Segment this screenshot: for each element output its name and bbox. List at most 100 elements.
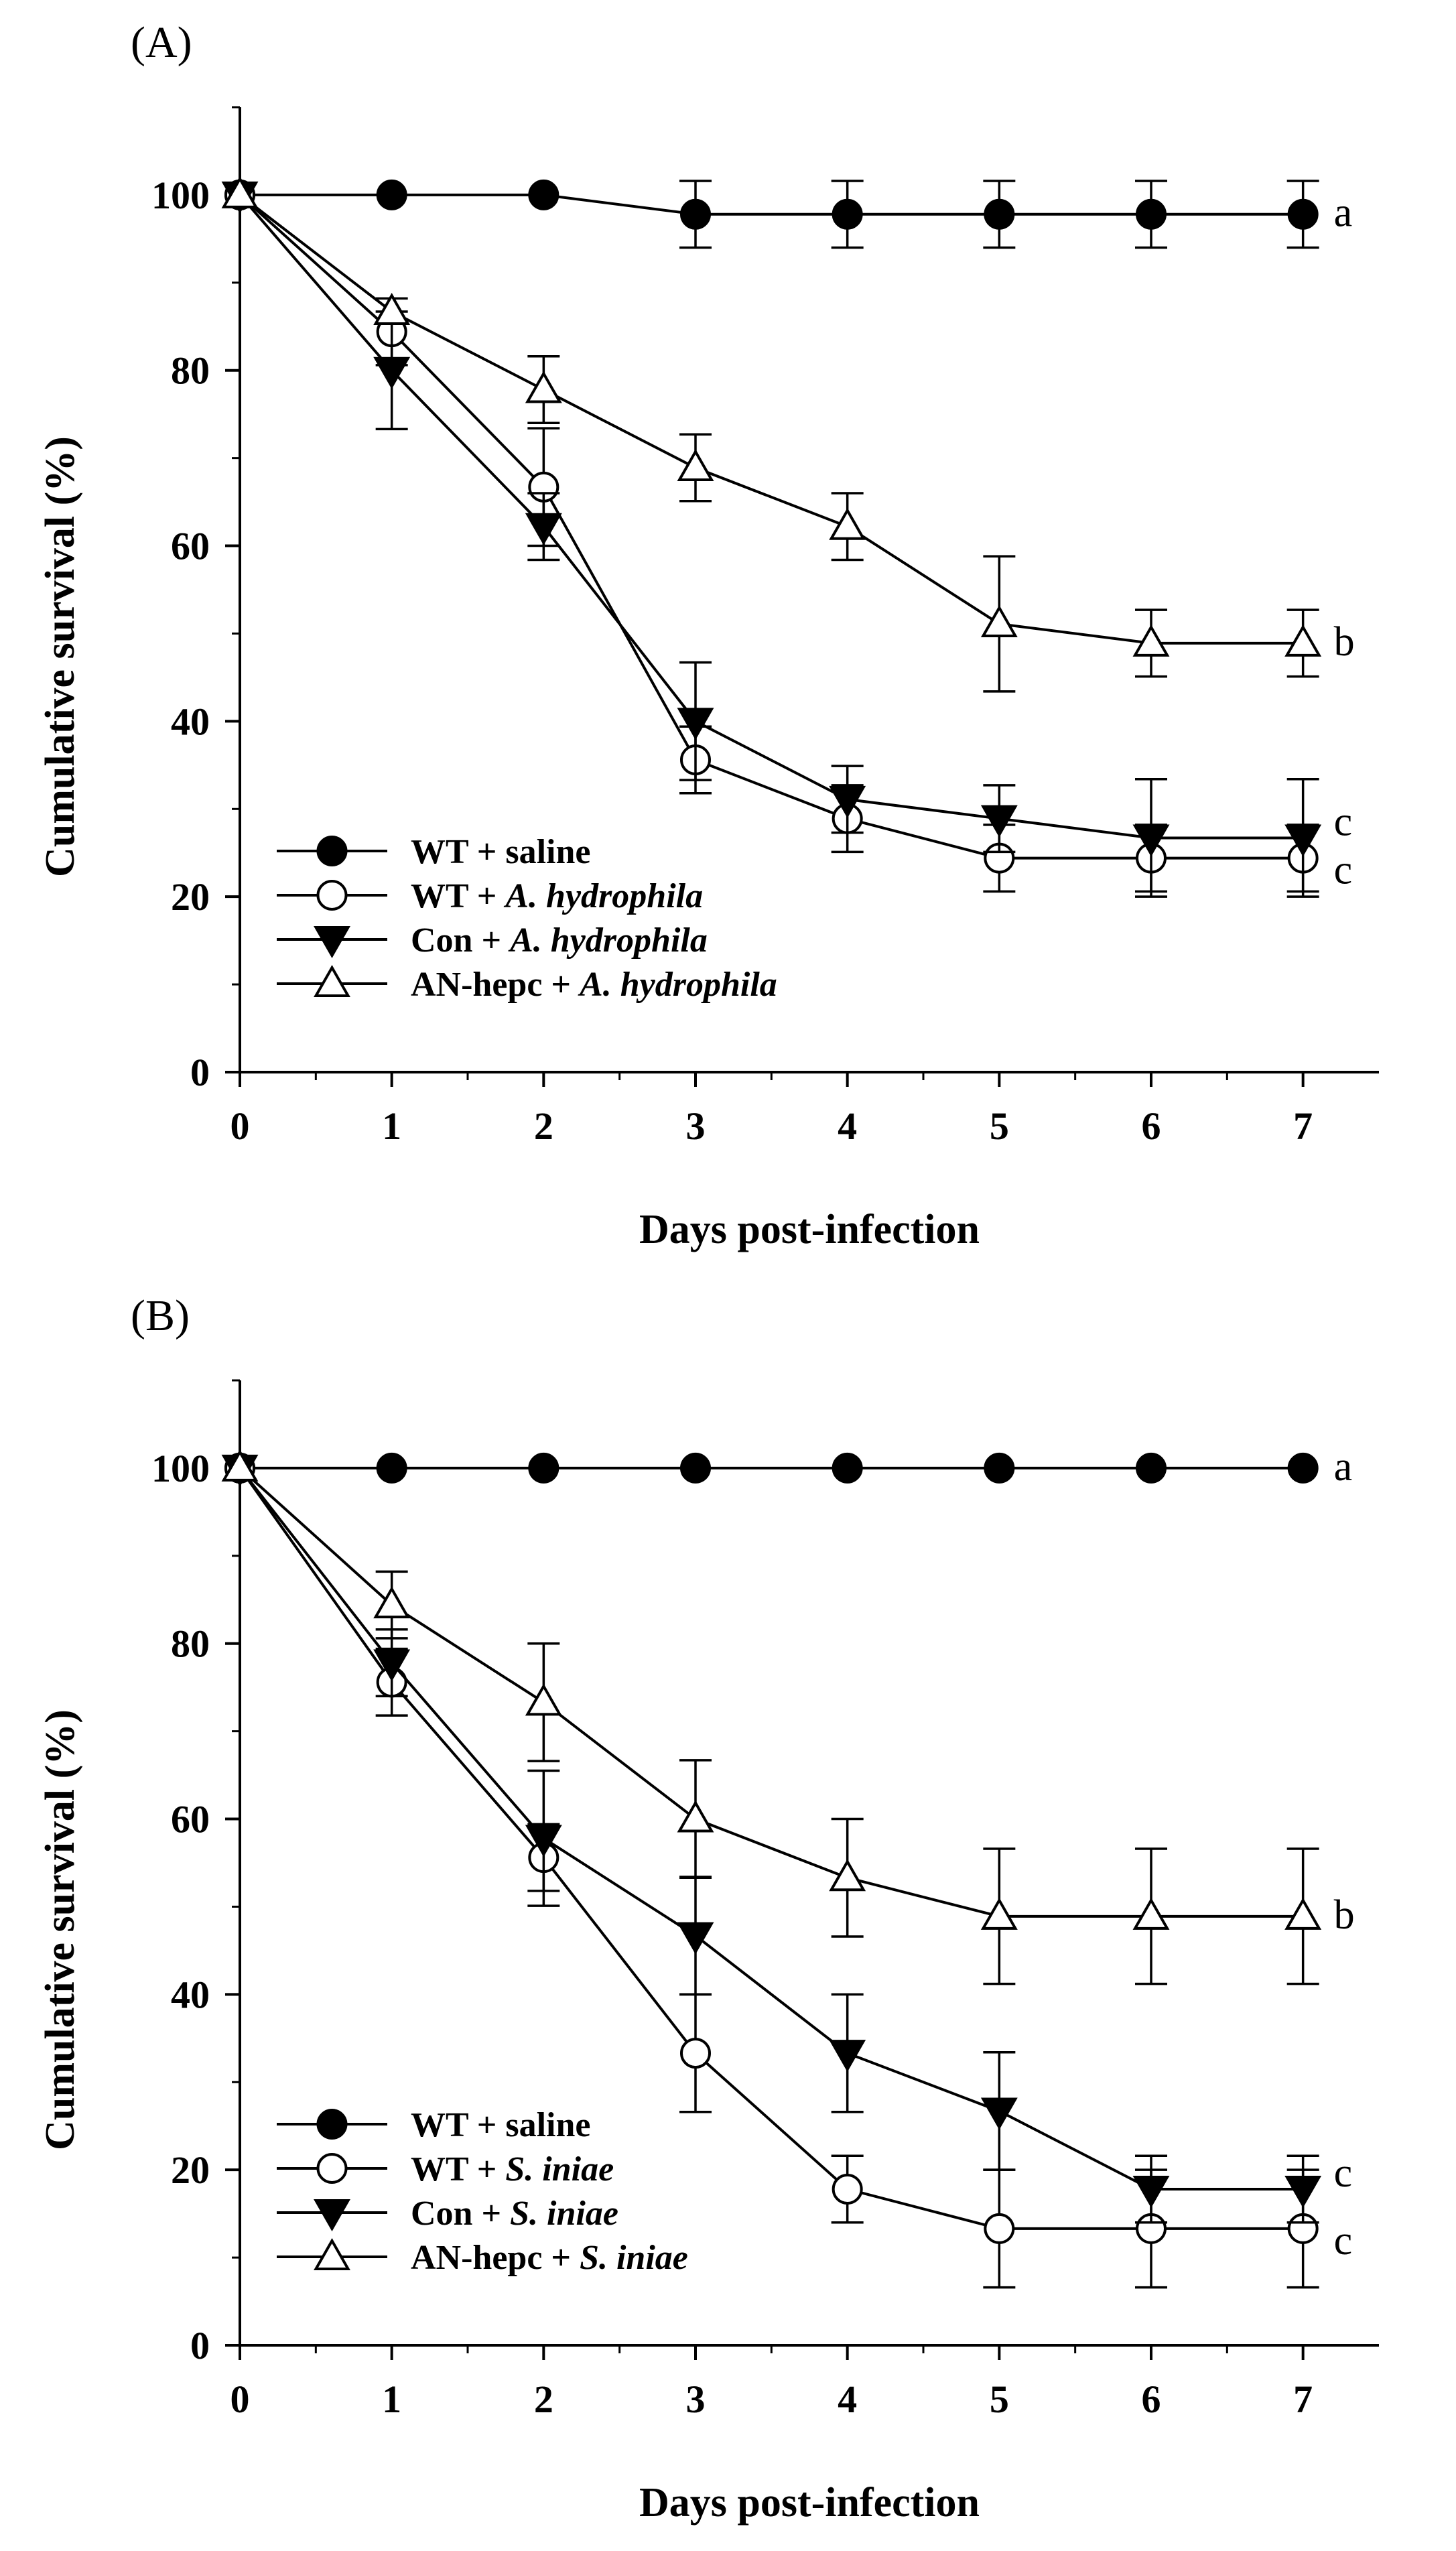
data-point: [832, 2173, 863, 2205]
y-axis-label: Cumulative survival (%): [38, 436, 83, 877]
significance-label: c: [1334, 2218, 1353, 2264]
x-tick-label: 6: [1142, 2377, 1161, 2421]
x-tick-label: 1: [382, 1104, 401, 1148]
x-tick-label: 0: [230, 2377, 250, 2421]
data-point: [528, 1452, 559, 1484]
legend-marker: [316, 2153, 348, 2184]
y-tick-label: 100: [151, 1447, 210, 1490]
significance-label: a: [1334, 190, 1353, 236]
x-axis-label: Days post-infection: [639, 1207, 980, 1252]
significance-label: c: [1334, 799, 1353, 844]
legend-item: AN-hepc + A. hydrophila: [277, 964, 777, 1004]
legend-label: WT + A. hydrophila: [411, 877, 703, 915]
x-tick-label: 2: [534, 2377, 553, 2421]
series-line: [239, 194, 1303, 645]
data-point: [1132, 1897, 1170, 1930]
x-tick-label: 5: [990, 2377, 1009, 2421]
significance-label: a: [1334, 1444, 1353, 1490]
y-tick-label: 0: [190, 1051, 210, 1094]
data-point: [373, 1649, 411, 1682]
x-tick-label: 0: [230, 1104, 250, 1148]
y-tick-label: 40: [171, 1973, 210, 2016]
data-point: [525, 1683, 562, 1716]
legend-item: WT + saline: [277, 2106, 591, 2144]
data-point: [677, 449, 714, 482]
data-point: [376, 179, 407, 210]
legend-label: Con + S. iniae: [411, 2195, 618, 2233]
legend-marker: [314, 926, 350, 959]
x-tick-label: 4: [838, 1104, 857, 1148]
series-1: a: [224, 179, 1353, 249]
legend-marker: [314, 964, 350, 997]
x-tick-label: 7: [1293, 2377, 1313, 2421]
legend-label: WT + saline: [411, 833, 591, 871]
data-point: [680, 2038, 711, 2069]
legend-item: Con + S. iniae: [277, 2195, 618, 2233]
significance-label: b: [1334, 619, 1355, 665]
x-tick-label: 2: [534, 1104, 553, 1148]
significance-label: b: [1334, 1892, 1355, 1938]
y-tick-label: 60: [171, 1798, 210, 1841]
series-line: [239, 194, 1303, 860]
data-point: [376, 1452, 407, 1484]
data-point: [1284, 1897, 1322, 1930]
series-line: [239, 1467, 1303, 2230]
y-tick-label: 60: [171, 525, 210, 568]
legend-marker: [316, 2109, 348, 2140]
series-4: b: [221, 176, 1355, 693]
y-tick-label: 100: [151, 174, 210, 217]
series-2: c: [224, 1452, 1353, 2289]
series-1: a: [224, 1444, 1353, 1490]
data-point: [980, 2097, 1018, 2130]
panel-label: (B): [131, 1291, 190, 1340]
legend: WT + saline WT + A. hydrophila Con + A. hy…: [277, 833, 777, 1004]
legend: WT + saline WT + S. iniae Con + S. iniae AN…: [277, 2106, 688, 2277]
data-point: [1287, 198, 1319, 230]
data-point: [829, 2040, 866, 2073]
data-point: [1284, 624, 1322, 657]
data-point: [373, 1586, 411, 1619]
data-point: [528, 179, 559, 210]
data-point: [1132, 824, 1170, 857]
x-tick-label: 4: [838, 2377, 857, 2421]
data-point: [680, 1452, 711, 1484]
data-point: [525, 1825, 562, 1857]
series-line: [239, 1467, 1303, 2190]
legend-item: WT + S. iniae: [277, 2150, 614, 2188]
data-point: [680, 198, 711, 230]
data-point: [984, 198, 1015, 230]
data-point: [980, 805, 1018, 838]
x-axis-label: Days post-infection: [639, 2480, 980, 2526]
data-point: [832, 1452, 863, 1484]
data-point: [984, 1452, 1015, 1484]
significance-label: c: [1334, 2150, 1353, 2196]
data-point: [373, 356, 411, 389]
legend-label: AN-hepc + S. iniae: [411, 2239, 688, 2277]
chart-panel-1: (A) 0 1 2 3 4 5 6 7 0 20 40 60 80 100 Days post-infecti…: [38, 18, 1379, 1252]
data-point: [677, 708, 714, 740]
series-line: [239, 194, 1303, 840]
legend-label: Con + A. hydrophila: [411, 921, 708, 960]
data-point: [1284, 824, 1322, 857]
x-tick-label: 7: [1293, 1104, 1313, 1148]
data-point: [980, 1897, 1018, 1930]
data-point: [832, 198, 863, 230]
series-line: [240, 193, 1303, 216]
x-tick-label: 6: [1142, 1104, 1161, 1148]
data-point: [525, 513, 562, 545]
x-tick-label: 3: [686, 1104, 706, 1148]
data-point: [1132, 2175, 1170, 2209]
legend-marker: [316, 836, 348, 866]
legend-label: WT + S. iniae: [411, 2150, 614, 2188]
legend-label: WT + saline: [411, 2106, 591, 2144]
y-tick-label: 80: [171, 349, 210, 393]
data-point: [525, 371, 562, 403]
legend-label: AN-hepc + A. hydrophila: [411, 966, 777, 1004]
legend-item: WT + A. hydrophila: [277, 877, 703, 915]
data-point: [1132, 624, 1170, 657]
data-point: [221, 1449, 259, 1482]
legend-item: Con + A. hydrophila: [277, 921, 708, 960]
legend-item: AN-hepc + S. iniae: [277, 2237, 688, 2277]
data-point: [984, 2213, 1015, 2244]
